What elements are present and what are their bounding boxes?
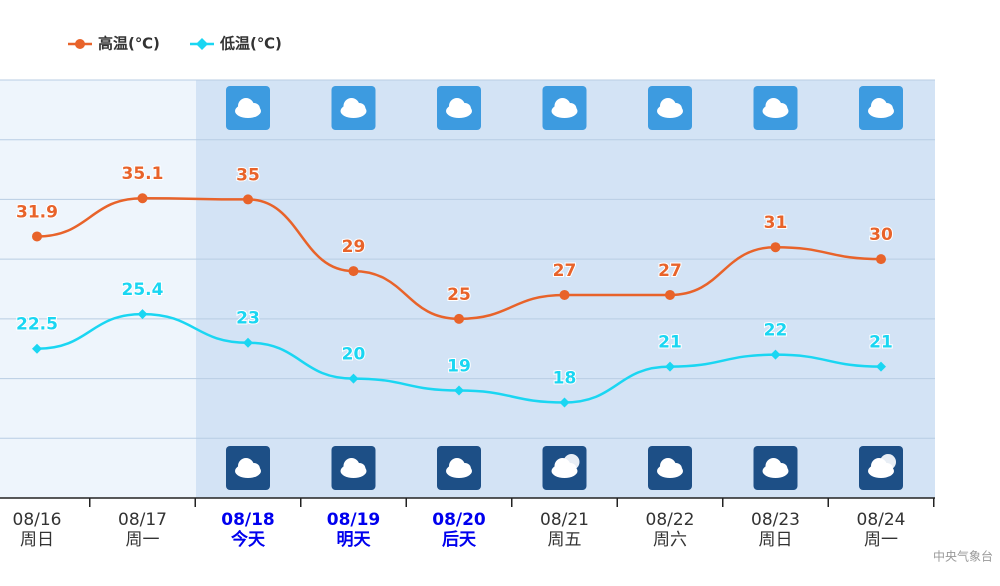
data-label: 22.5: [16, 315, 58, 335]
icon-cloud: [775, 463, 788, 475]
night-icon: [542, 446, 587, 490]
day-icon: [648, 86, 692, 130]
icon-cloud: [670, 103, 682, 115]
series-line: [36, 196, 882, 321]
point: [32, 231, 42, 242]
point: [348, 266, 359, 277]
data-label: 21: [869, 333, 893, 353]
icon-cloud: [353, 103, 366, 115]
x-tick-weekday: 明天: [337, 530, 372, 550]
x-tick-weekday: 周日: [20, 530, 54, 550]
point: [348, 373, 359, 384]
data-label: 35: [236, 165, 260, 185]
point: [876, 361, 886, 372]
data-label: 27: [553, 261, 577, 281]
night-icon: [859, 446, 903, 490]
point: [559, 397, 570, 408]
point: [137, 193, 148, 204]
legend-label: 高温(℃): [98, 35, 160, 53]
x-tick-label: 08/17: [118, 510, 167, 530]
x-tick-label: 08/23: [751, 510, 800, 530]
x-tick-label: 08/21: [540, 510, 589, 530]
day-icon: [753, 86, 798, 130]
data-label: 18: [553, 368, 577, 388]
data-label: 21: [658, 333, 682, 353]
x-tick-weekday: 周一: [864, 530, 898, 550]
icon-cloud: [881, 103, 893, 115]
icon-cloud: [459, 103, 471, 115]
point: [32, 343, 42, 354]
day-icon: [226, 86, 270, 130]
point: [665, 361, 675, 372]
point: [137, 309, 148, 320]
forecast-background: [196, 80, 935, 498]
icon-cloud: [564, 103, 577, 115]
night-icon: [753, 446, 798, 490]
data-label: 20: [342, 345, 366, 365]
data-label: 25: [447, 285, 471, 305]
data-label: 31.9: [16, 202, 58, 222]
x-tick-weekday: 周一: [126, 530, 160, 550]
data-label: 31: [764, 213, 788, 233]
x-tick-label: 08/16: [13, 510, 62, 530]
data-label: 25.4: [122, 280, 164, 300]
point: [243, 337, 253, 348]
x-tick-label: 08/24: [857, 510, 906, 530]
night-icon: [331, 446, 376, 490]
data-label: 30: [869, 225, 893, 245]
x-tick-label: 08/20: [432, 510, 486, 530]
data-label: 29: [342, 237, 366, 257]
x-tick-label: 08/22: [646, 510, 695, 530]
day-icon: [331, 86, 376, 130]
x-tick-label: 08/19: [327, 510, 381, 530]
legend-marker: [75, 39, 85, 49]
legend-marker: [196, 38, 208, 50]
data-label: 22: [764, 321, 788, 341]
icon-cloud: [353, 463, 366, 475]
legend-label: 低温(℃): [219, 35, 282, 53]
x-tick-label: 08/18: [221, 510, 275, 530]
point: [876, 254, 886, 265]
source: 中央气象台: [933, 549, 993, 564]
point: [243, 194, 253, 205]
data-label: 35.1: [122, 164, 164, 184]
icon-cloud: [459, 463, 471, 475]
x-tick-weekday: 周五: [548, 530, 582, 550]
data-label: 19: [447, 357, 471, 377]
data-label: 23: [236, 309, 260, 329]
x-tick-weekday: 后天: [442, 530, 477, 550]
night-icon: [648, 446, 692, 490]
x-tick-weekday: 周日: [759, 530, 793, 550]
point: [454, 313, 464, 324]
point: [770, 349, 781, 360]
past-background: [0, 80, 196, 498]
icon-cloud: [775, 103, 788, 115]
icon-cloud: [670, 463, 682, 475]
data-label: 27: [658, 261, 682, 281]
icon-cloud: [248, 103, 260, 115]
point: [454, 385, 464, 396]
night-icon: [226, 446, 270, 490]
night-icon: [437, 446, 481, 490]
icon-cloud: [881, 463, 893, 475]
x-tick-weekday: 周六: [653, 530, 687, 550]
icon-cloud: [248, 463, 260, 475]
day-icon: [437, 86, 481, 130]
point: [770, 242, 781, 253]
x-tick-weekday: 今天: [231, 529, 266, 550]
icon-cloud: [564, 463, 577, 475]
point: [665, 289, 675, 300]
day-icon: [542, 86, 587, 130]
day-icon: [859, 86, 903, 130]
point: [559, 289, 570, 300]
